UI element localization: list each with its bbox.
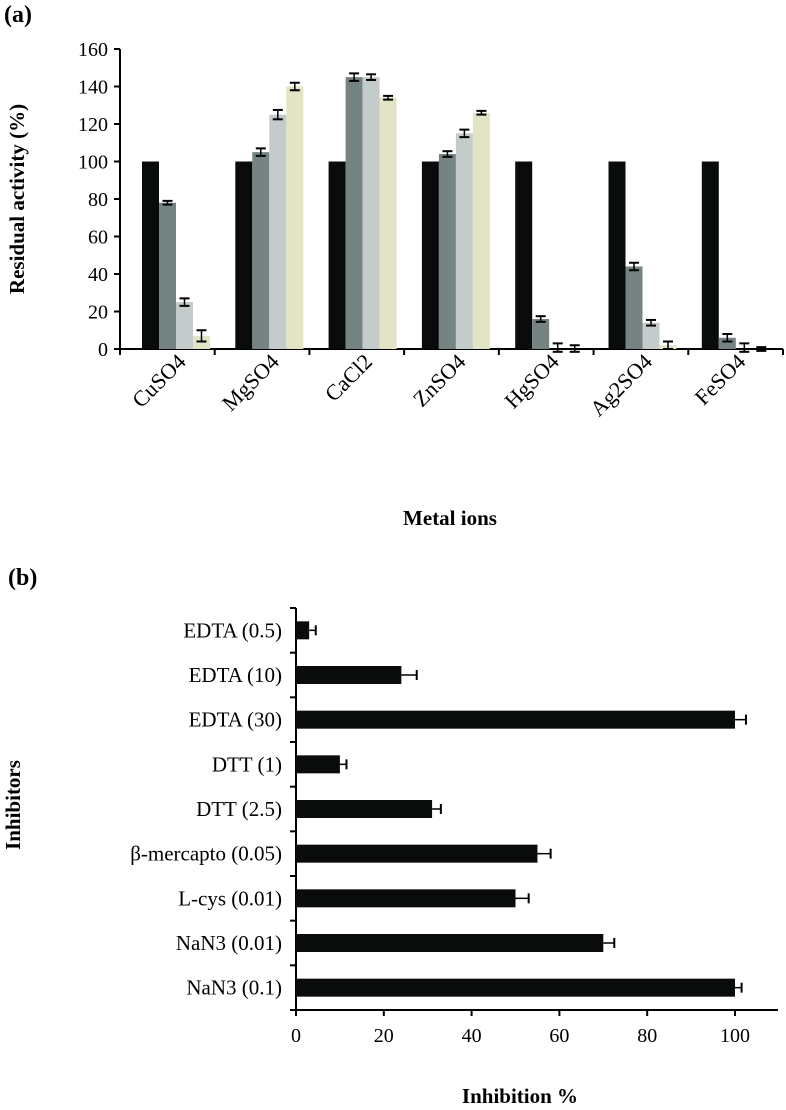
x-tick-label: Ag2SO4	[585, 349, 657, 421]
bar-CaCl2-0	[328, 161, 346, 349]
x-tick-label: 40	[462, 1025, 482, 1047]
bar-CaCl2-2	[362, 77, 380, 349]
bar-HgSO4-1	[532, 319, 550, 349]
bar-FeSO4-0	[701, 161, 719, 349]
bar-2	[296, 710, 735, 729]
x-tick-label: HgSO4	[499, 349, 563, 413]
bar-ZnSO4-1	[438, 154, 456, 349]
y-tick-label: 120	[78, 114, 108, 136]
bar-Ag2SO4-0	[608, 161, 626, 349]
bar-0	[296, 621, 310, 640]
bar-3	[296, 755, 340, 774]
y-tick-label: 100	[78, 152, 108, 174]
y-tick-label: 140	[78, 77, 108, 99]
bar-ZnSO4-0	[421, 161, 439, 349]
bar-7	[296, 934, 604, 952]
x-axis-title: Metal ions	[403, 506, 497, 530]
x-tick-label: 0	[291, 1025, 301, 1047]
bar-ZnSO4-3	[472, 112, 490, 349]
x-tick-label: CuSO4	[127, 349, 190, 412]
bar-MgSO4-1	[252, 152, 270, 349]
bar-FeSO4-1	[718, 337, 736, 349]
y-tick-label: 0	[98, 339, 108, 361]
bar-CuSO4-2	[176, 302, 193, 349]
bar-1	[296, 666, 402, 684]
bar-CuSO4-1	[159, 202, 176, 349]
y-axis-title: Inhibitors	[1, 760, 25, 850]
y-tick-label: L-cys (0.01)	[178, 886, 282, 910]
y-tick-label: 80	[88, 189, 108, 211]
x-tick-label: 20	[374, 1025, 394, 1047]
y-tick-label: EDTA (10)	[189, 663, 282, 687]
y-tick-label: DTT (1)	[212, 752, 282, 776]
y-tick-label: EDTA (30)	[189, 708, 282, 732]
y-tick-label: 60	[88, 227, 108, 249]
bar-CaCl2-1	[345, 77, 363, 349]
y-tick-label: 160	[78, 39, 108, 61]
x-tick-label: MgSO4	[217, 349, 284, 416]
x-tick-label: FeSO4	[689, 349, 750, 410]
bar-5	[296, 844, 538, 863]
bar-ZnSO4-2	[455, 133, 473, 349]
y-tick-label: NaN3 (0.01)	[176, 931, 282, 955]
y-tick-label: NaN3 (0.1)	[186, 976, 282, 1000]
bar-8	[296, 978, 735, 997]
y-axis-title: Residual activity (%)	[5, 104, 29, 294]
y-tick-label: DTT (2.5)	[196, 797, 282, 821]
panel-b-label: (b)	[8, 565, 38, 591]
y-tick-label: β-mercapto (0.05)	[130, 842, 282, 866]
bar-MgSO4-0	[235, 161, 253, 349]
bar-6	[296, 889, 516, 908]
x-tick-label: 60	[549, 1025, 569, 1047]
panel-a-label: (a)	[4, 2, 32, 28]
bar-MgSO4-3	[286, 86, 304, 349]
x-tick-label: ZnSO4	[408, 349, 471, 412]
bar-MgSO4-2	[269, 114, 287, 349]
x-tick-label: CaCl2	[320, 349, 377, 406]
y-tick-label: EDTA (0.5)	[183, 618, 282, 642]
bar-HgSO4-0	[515, 161, 533, 349]
bar-Ag2SO4-1	[625, 266, 643, 349]
x-axis-title: Inhibition %	[462, 1084, 578, 1108]
y-tick-label: 20	[88, 302, 108, 324]
bar-Ag2SO4-2	[642, 322, 660, 349]
x-tick-label: 100	[720, 1025, 750, 1047]
x-tick-label: 80	[637, 1025, 657, 1047]
bar-4	[296, 800, 433, 818]
bar-CaCl2-3	[379, 97, 397, 349]
bar-CuSO4-0	[142, 161, 159, 349]
y-tick-label: 40	[88, 264, 108, 286]
